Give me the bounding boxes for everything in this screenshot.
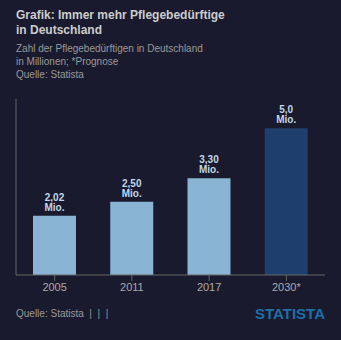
svg-text:2030*: 2030*	[272, 281, 301, 293]
html-text:Quelle: Statista: Quelle: Statista	[16, 69, 84, 80]
html-text:Zahl der Pflegebedürftigen in: Zahl der Pflegebedürftigen in Deutschlan…	[16, 43, 203, 54]
html-text:Quelle: Statista | | |: Quelle: Statista | | |	[16, 308, 109, 319]
svg-text:5,0Mio.: 5,0Mio.	[276, 104, 296, 125]
html-text:in Millionen; *Prognose: in Millionen; *Prognose	[16, 56, 119, 67]
svg-text:2011: 2011	[120, 281, 144, 293]
svg-text:3,30Mio.: 3,30Mio.	[199, 154, 219, 175]
svg-text:2017: 2017	[197, 281, 221, 293]
html-text:Grafik: Immer mehr Pflegebedür: Grafik: Immer mehr Pflegebedürftige	[16, 8, 225, 22]
svg-text:2,02Mio.: 2,02Mio.	[44, 192, 64, 213]
svg-text:2005: 2005	[42, 281, 66, 293]
svg-text:2,50Mio.: 2,50Mio.	[122, 178, 142, 199]
html-text:STATISTA: STATISTA	[255, 305, 325, 322]
html-text:in Deutschland: in Deutschland	[16, 23, 102, 37]
